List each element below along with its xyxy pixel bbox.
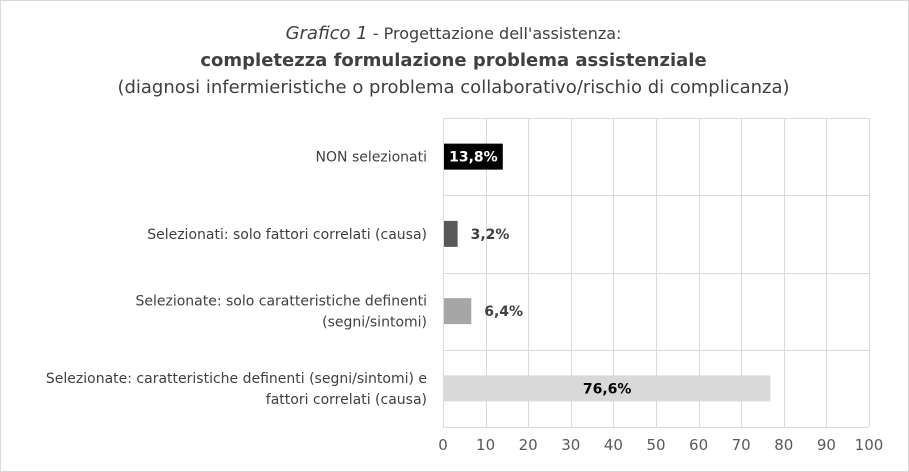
category-label: fattori correlati (causa) (266, 392, 427, 408)
title-bold: completezza formulazione problema assist… (200, 50, 707, 71)
category-label: Selezionate: caratteristiche definenti (… (46, 371, 427, 387)
title-subtitle: (diagnosi infermieristiche o problema co… (117, 77, 790, 98)
category-label: NON selezionati (316, 150, 427, 166)
x-tick-label: 50 (646, 436, 665, 454)
data-label: 76,6% (583, 381, 632, 397)
bar (444, 143, 503, 170)
x-tick-label: 40 (604, 436, 623, 454)
bar (444, 375, 771, 402)
chart-title: Grafico 1 - Progettazione dell'assistenz… (0, 20, 907, 101)
x-tick-label: 70 (732, 436, 751, 454)
x-tick-label: 10 (476, 436, 495, 454)
data-label: 3,2% (471, 227, 510, 243)
bar (444, 298, 472, 325)
x-tick-label: 30 (561, 436, 580, 454)
title-italic: Grafico 1 (285, 23, 368, 44)
category-label: (segni/sintomi) (322, 315, 427, 331)
category-label: Selezionate: solo caratteristiche define… (135, 294, 427, 310)
title-rest: - Progettazione dell'assistenza: (367, 24, 622, 43)
x-tick-label: 80 (774, 436, 793, 454)
x-tick-label: 20 (519, 436, 538, 454)
title-line-1: Grafico 1 - Progettazione dell'assistenz… (0, 20, 907, 47)
x-tick-label: 90 (817, 436, 836, 454)
data-label: 13,8% (449, 150, 498, 166)
x-tick-label: 0 (438, 436, 448, 454)
bar (444, 220, 458, 247)
data-label: 6,4% (484, 304, 523, 320)
x-tick-label: 60 (689, 436, 708, 454)
x-tick-label: 100 (855, 436, 884, 454)
category-label: Selezionati: solo fattori correlati (cau… (147, 227, 427, 243)
